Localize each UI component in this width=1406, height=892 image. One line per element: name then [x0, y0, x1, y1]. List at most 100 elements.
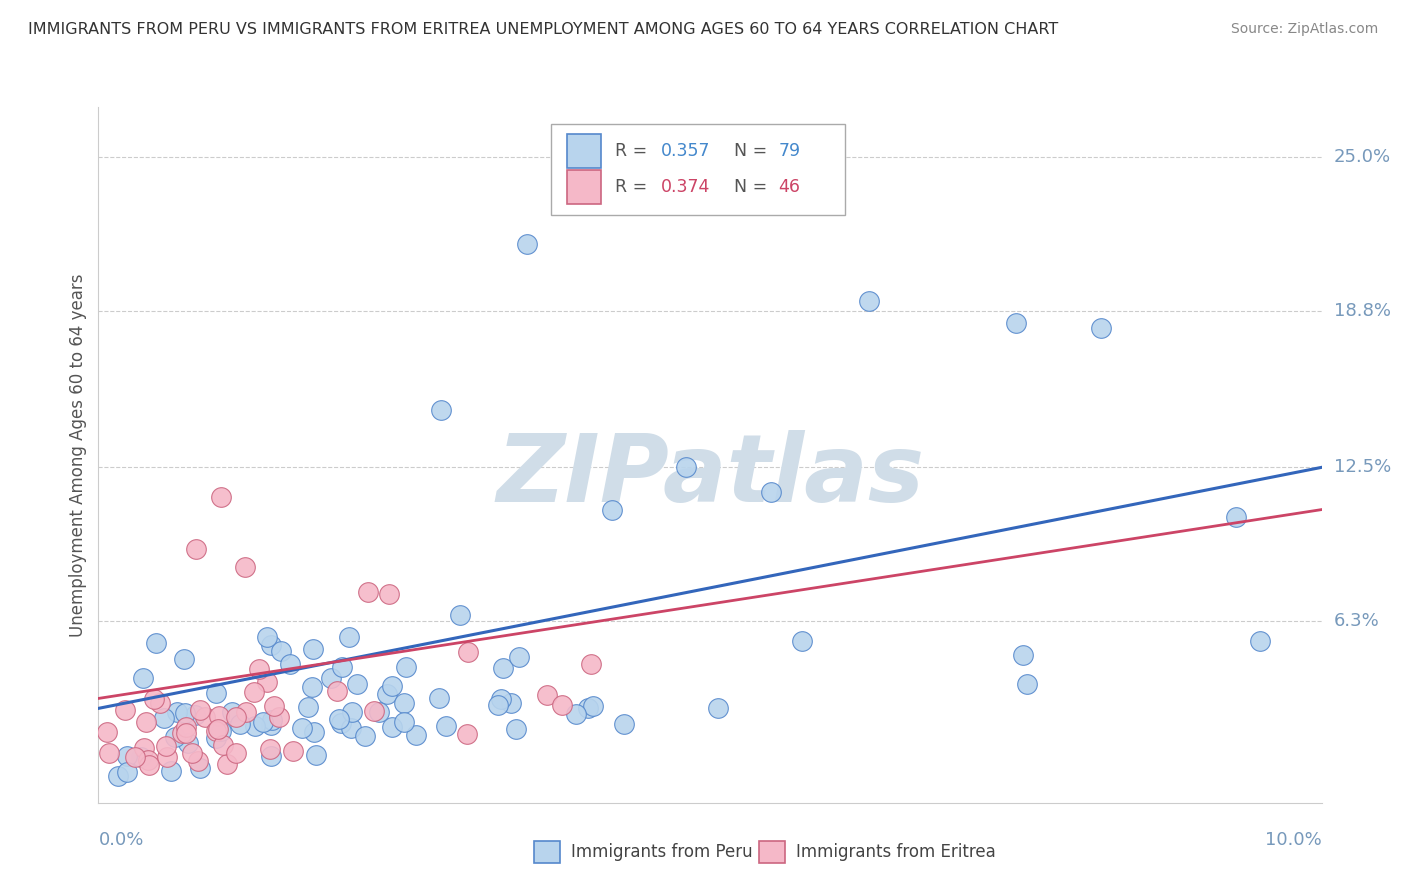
- Point: [260, 717, 283, 731]
- Point: [256, 674, 278, 689]
- Point: [536, 688, 558, 702]
- Text: IMMIGRANTS FROM PERU VS IMMIGRANTS FROM ERITREA UNEMPLOYMENT AMONG AGES 60 TO 64: IMMIGRANTS FROM PERU VS IMMIGRANTS FROM …: [28, 22, 1059, 37]
- Point: [297, 699, 319, 714]
- Text: Immigrants from Eritrea: Immigrants from Eritrea: [796, 843, 995, 861]
- Point: [381, 720, 404, 734]
- Text: 25.0%: 25.0%: [1334, 148, 1391, 166]
- Point: [337, 630, 360, 644]
- Point: [138, 757, 160, 772]
- Text: 79: 79: [779, 142, 800, 160]
- Point: [613, 717, 636, 731]
- Text: Source: ZipAtlas.com: Source: ZipAtlas.com: [1230, 22, 1378, 37]
- Point: [205, 686, 228, 700]
- Point: [259, 742, 281, 756]
- Text: N =: N =: [734, 142, 773, 160]
- Text: 46: 46: [779, 178, 800, 196]
- Point: [207, 722, 229, 736]
- Point: [1090, 321, 1112, 335]
- Point: [221, 705, 243, 719]
- Point: [405, 728, 427, 742]
- Point: [330, 715, 353, 730]
- Point: [225, 710, 247, 724]
- Point: [508, 649, 530, 664]
- Point: [166, 705, 188, 719]
- Point: [208, 708, 231, 723]
- Bar: [567, 134, 602, 168]
- Point: [395, 660, 418, 674]
- Point: [354, 729, 377, 743]
- Point: [434, 718, 457, 732]
- Point: [186, 542, 208, 557]
- Point: [165, 730, 187, 744]
- Point: [516, 236, 538, 251]
- Point: [457, 645, 479, 659]
- Point: [184, 707, 207, 722]
- Point: [173, 652, 195, 666]
- Point: [565, 706, 588, 721]
- Point: [328, 712, 350, 726]
- Point: [392, 697, 415, 711]
- Point: [143, 692, 166, 706]
- Point: [759, 485, 782, 500]
- Point: [174, 720, 197, 734]
- Point: [156, 750, 179, 764]
- Point: [225, 746, 247, 760]
- Point: [579, 657, 602, 672]
- Point: [1015, 677, 1038, 691]
- Point: [215, 757, 238, 772]
- Point: [263, 699, 285, 714]
- Point: [212, 738, 235, 752]
- Y-axis label: Unemployment Among Ages 60 to 64 years: Unemployment Among Ages 60 to 64 years: [69, 273, 87, 637]
- Point: [449, 608, 471, 623]
- Point: [1249, 634, 1271, 648]
- Point: [301, 642, 323, 657]
- Point: [247, 662, 270, 676]
- Point: [235, 705, 257, 719]
- Point: [132, 671, 155, 685]
- Point: [260, 638, 283, 652]
- Point: [368, 705, 391, 719]
- Text: N =: N =: [734, 178, 773, 196]
- Point: [176, 726, 198, 740]
- Text: 0.374: 0.374: [661, 178, 710, 196]
- Point: [181, 746, 204, 760]
- Point: [1004, 316, 1026, 330]
- Point: [243, 719, 266, 733]
- Point: [305, 747, 328, 762]
- Point: [124, 750, 146, 764]
- Point: [260, 749, 283, 764]
- Point: [489, 691, 512, 706]
- Point: [499, 696, 522, 710]
- Point: [675, 460, 697, 475]
- Point: [136, 753, 159, 767]
- Point: [356, 584, 378, 599]
- Text: 10.0%: 10.0%: [1265, 830, 1322, 848]
- Point: [188, 761, 211, 775]
- Point: [107, 769, 129, 783]
- Point: [375, 687, 398, 701]
- Point: [505, 722, 527, 736]
- Point: [492, 661, 515, 675]
- Text: 12.5%: 12.5%: [1334, 458, 1391, 476]
- Point: [394, 714, 416, 729]
- Point: [233, 559, 256, 574]
- Point: [145, 636, 167, 650]
- Point: [326, 684, 349, 698]
- Point: [340, 721, 363, 735]
- Point: [155, 739, 177, 753]
- Point: [204, 731, 226, 745]
- Point: [1012, 648, 1035, 662]
- Point: [115, 749, 138, 764]
- Point: [187, 754, 209, 768]
- Point: [252, 715, 274, 730]
- Point: [256, 630, 278, 644]
- Point: [229, 717, 252, 731]
- Point: [302, 725, 325, 739]
- Text: R =: R =: [614, 142, 652, 160]
- Point: [114, 703, 136, 717]
- Bar: [551, 124, 845, 215]
- Point: [132, 740, 155, 755]
- Point: [427, 691, 450, 706]
- Point: [600, 502, 623, 516]
- Point: [135, 715, 157, 730]
